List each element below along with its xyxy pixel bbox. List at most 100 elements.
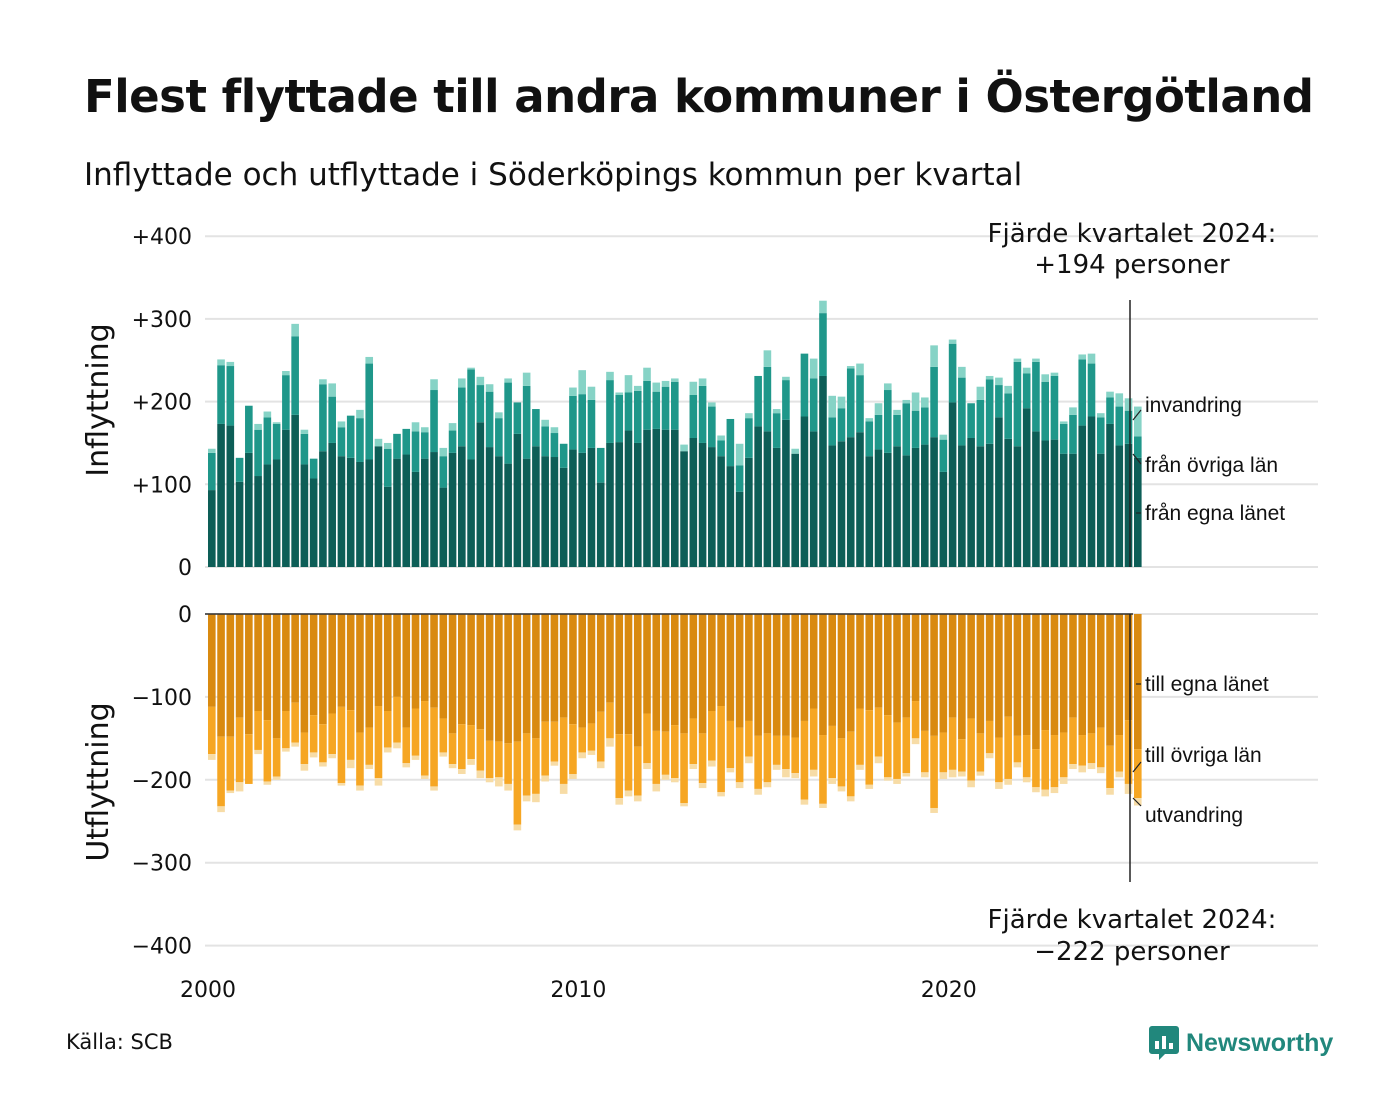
bar-inflyttning-1: [606, 380, 614, 443]
bar-utflyttning-1: [939, 732, 948, 773]
bar-inflyttning-2: [226, 361, 235, 367]
bar-inflyttning-2: [809, 358, 818, 379]
bar-inflyttning-0: [948, 402, 957, 567]
legend-leader-inflyttning: [1132, 409, 1142, 421]
bar-utflyttning-0: [782, 614, 790, 736]
bar-utflyttning-0: [254, 614, 262, 711]
bar-inflyttning-1: [411, 431, 420, 472]
bar-utflyttning-1: [448, 733, 457, 765]
bar-utflyttning-2: [254, 749, 262, 755]
bar-utflyttning-2: [1124, 783, 1133, 794]
bar-utflyttning-0: [328, 614, 336, 714]
bar-inflyttning-1: [819, 313, 827, 376]
bar-inflyttning-0: [726, 466, 735, 567]
bar-utflyttning-0: [495, 614, 503, 742]
bar-inflyttning-1: [485, 391, 494, 448]
bar-utflyttning-2: [1022, 777, 1031, 783]
bar-inflyttning-2: [300, 429, 309, 434]
bar-inflyttning-0: [420, 458, 429, 567]
bar-inflyttning-2: [458, 378, 466, 388]
bar-utflyttning-0: [420, 614, 429, 702]
bar-inflyttning-0: [393, 458, 401, 567]
bar-inflyttning-1: [615, 394, 624, 443]
bar-inflyttning-0: [411, 471, 420, 567]
bar-inflyttning-0: [680, 451, 688, 567]
bar-inflyttning-0: [772, 447, 781, 567]
bar-inflyttning-0: [402, 454, 411, 567]
bar-utflyttning-2: [1004, 778, 1012, 785]
bar-utflyttning-2: [791, 773, 799, 779]
bar-utflyttning-0: [393, 614, 401, 697]
bar-utflyttning-2: [309, 752, 318, 758]
bar-inflyttning-1: [763, 366, 772, 432]
bar-utflyttning-0: [809, 614, 818, 709]
bar-inflyttning-2: [1041, 374, 1049, 382]
bar-inflyttning-2: [948, 339, 957, 344]
bar-inflyttning-1: [541, 426, 549, 457]
bar-utflyttning-2: [504, 783, 512, 791]
bar-utflyttning-1: [948, 717, 957, 770]
bar-utflyttning-2: [208, 754, 216, 760]
bar-utflyttning-2: [411, 755, 420, 760]
bar-utflyttning-0: [485, 614, 494, 741]
bar-inflyttning-0: [976, 446, 985, 567]
bar-inflyttning-0: [633, 442, 642, 567]
bar-inflyttning-1: [754, 375, 762, 427]
bar-inflyttning-2: [1059, 421, 1068, 424]
bar-inflyttning-1: [356, 418, 364, 462]
bar-utflyttning-2: [393, 742, 401, 749]
bar-inflyttning-1: [550, 433, 559, 458]
bar-inflyttning-0: [930, 437, 938, 567]
bar-utflyttning-2: [550, 761, 559, 766]
bar-utflyttning-1: [1041, 730, 1049, 790]
bar-inflyttning-1: [504, 382, 512, 464]
bar-inflyttning-2: [717, 435, 725, 441]
bar-utflyttning-2: [272, 776, 281, 780]
bar-inflyttning-1: [402, 428, 411, 455]
bar-inflyttning-0: [309, 478, 318, 567]
bar-utflyttning-0: [337, 614, 346, 707]
bar-utflyttning-1: [680, 733, 688, 804]
bar-utflyttning-1: [1004, 716, 1012, 779]
bar-utflyttning-2: [967, 780, 975, 788]
bar-utflyttning-0: [800, 614, 809, 721]
bar-utflyttning-0: [939, 614, 948, 733]
bar-utflyttning-2: [615, 798, 624, 805]
bar-utflyttning-2: [513, 824, 522, 831]
bar-utflyttning-1: [1134, 749, 1142, 799]
bar-inflyttning-2: [587, 386, 596, 400]
bar-inflyttning-1: [217, 365, 225, 424]
bar-utflyttning-0: [615, 614, 624, 735]
bar-inflyttning-0: [485, 447, 494, 567]
bar-inflyttning-0: [346, 457, 355, 567]
bar-inflyttning-1: [272, 423, 281, 460]
bar-inflyttning-0: [458, 446, 466, 567]
bar-inflyttning-1: [467, 369, 475, 460]
bar-inflyttning-2: [1106, 391, 1114, 398]
y-tick-label-inflyttning: +200: [132, 391, 192, 416]
bar-inflyttning-1: [689, 394, 698, 438]
bar-utflyttning-1: [458, 724, 466, 770]
bar-inflyttning-0: [217, 423, 225, 567]
bar-utflyttning-0: [282, 614, 290, 711]
bar-inflyttning-2: [430, 379, 438, 391]
bar-utflyttning-1: [754, 735, 762, 789]
bar-inflyttning-2: [606, 371, 614, 381]
bar-utflyttning-0: [383, 614, 392, 711]
bar-inflyttning-1: [782, 380, 790, 420]
bar-utflyttning-1: [411, 708, 420, 756]
bar-utflyttning-2: [226, 790, 235, 794]
bar-inflyttning-0: [819, 375, 827, 567]
bar-utflyttning-1: [1022, 735, 1031, 778]
bar-utflyttning-2: [430, 786, 438, 791]
bar-inflyttning-0: [1004, 438, 1012, 567]
bar-inflyttning-2: [782, 376, 790, 381]
bar-inflyttning-0: [1124, 443, 1133, 567]
bar-utflyttning-1: [708, 710, 716, 761]
bar-inflyttning-2: [1096, 413, 1105, 418]
bar-inflyttning-0: [504, 463, 512, 567]
bar-inflyttning-1: [1050, 375, 1059, 440]
logo-text: Newsworthy: [1186, 1028, 1334, 1057]
bar-utflyttning-1: [439, 718, 448, 753]
bar-inflyttning-1: [1004, 393, 1012, 439]
